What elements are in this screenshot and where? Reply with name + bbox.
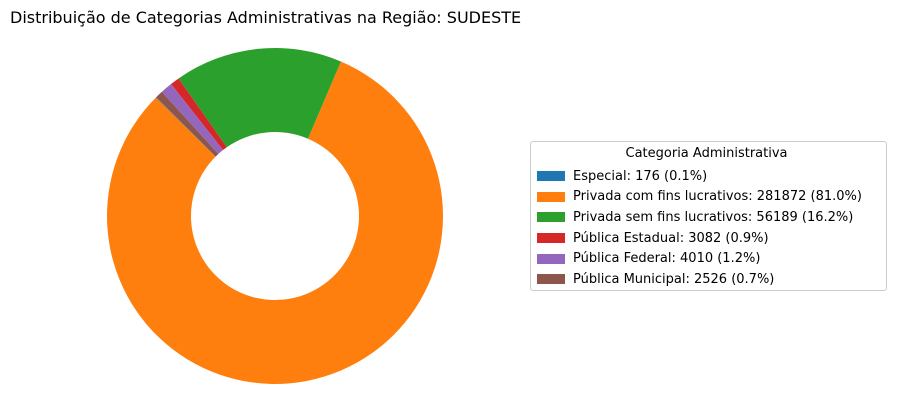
legend-entry: Pública Federal: 4010 (1.2%) <box>537 248 876 269</box>
legend-swatch <box>537 233 565 244</box>
legend-entry: Privada com fins lucrativos: 281872 (81.… <box>537 187 876 208</box>
legend: Categoria Administrativa Especial: 176 (… <box>530 141 887 291</box>
donut-slice-3 <box>171 78 227 151</box>
legend-swatch <box>537 253 565 264</box>
legend-label: Pública Estadual: 3082 (0.9%) <box>573 230 769 246</box>
legend-label: Privada com fins lucrativos: 281872 (81.… <box>573 189 862 205</box>
legend-title: Categoria Administrativa <box>625 146 788 161</box>
legend-entry: Privada sem fins lucrativos: 56189 (16.2… <box>537 207 876 228</box>
legend-swatch <box>537 191 565 202</box>
legend-label: Especial: 176 (0.1%) <box>573 168 708 184</box>
legend-label: Pública Federal: 4010 (1.2%) <box>573 251 761 267</box>
donut-slice-4 <box>161 84 224 154</box>
legend-entries: Especial: 176 (0.1%) Privada com fins luc… <box>537 166 876 290</box>
legend-swatch <box>537 212 565 223</box>
chart-title: Distribuição de Categorias Administrativ… <box>10 8 522 27</box>
donut-slice-0 <box>155 97 216 157</box>
donut-slice-5 <box>156 91 219 157</box>
legend-swatch <box>537 274 565 285</box>
donut-slice-1 <box>107 61 444 385</box>
donut-slice-2 <box>178 48 341 148</box>
legend-entry: Especial: 176 (0.1%) <box>537 166 876 187</box>
legend-swatch <box>537 171 565 182</box>
legend-label: Privada sem fins lucrativos: 56189 (16.2… <box>573 209 854 225</box>
legend-label: Pública Municipal: 2526 (0.7%) <box>573 271 775 287</box>
legend-entry: Pública Estadual: 3082 (0.9%) <box>537 228 876 249</box>
legend-entry: Pública Municipal: 2526 (0.7%) <box>537 269 876 290</box>
